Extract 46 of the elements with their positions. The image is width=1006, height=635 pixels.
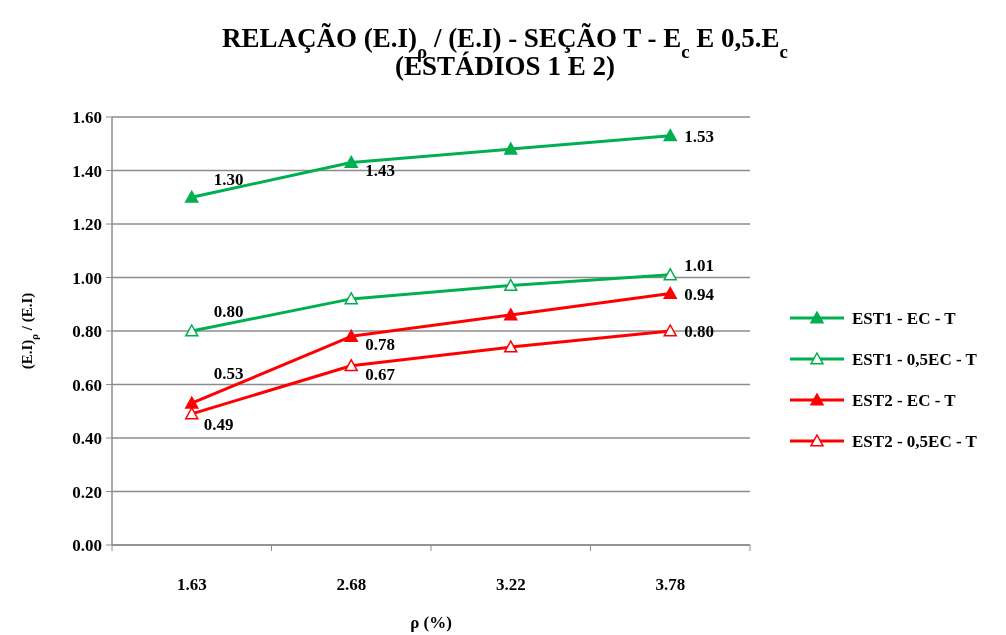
data-label: 0.78 [365,335,395,355]
x-axis-title: ρ (%) [410,613,452,632]
data-label: 1.53 [684,126,714,146]
data-label: 0.80 [684,322,714,341]
y-tick-label: 1.40 [72,161,102,181]
point [344,292,358,305]
point [504,308,518,321]
point [663,128,677,142]
x-tick-label: 3.78 [655,575,686,594]
y-tick-label: 1.60 [72,108,102,127]
point [344,359,358,372]
point [185,190,199,203]
data-label: 1.01 [684,255,714,275]
y-tick-label: 0.80 [72,322,102,341]
point [344,329,358,342]
x-tick-label: 3.22 [495,575,526,594]
y-tick-label: 0.20 [72,482,102,502]
x-tick-label: 2.68 [336,575,367,594]
point [504,340,518,353]
point [185,407,199,420]
data-label: 0.67 [365,364,396,384]
point [185,324,199,337]
legend-label: EST1 - 0,5EC - T [852,350,978,369]
data-label: 1.43 [365,161,395,181]
point [504,142,518,155]
data-label: 1.30 [213,170,244,190]
y-tick-label: 1.00 [72,268,102,288]
point [663,268,677,281]
point [663,286,677,300]
data-label: 0.80 [213,302,244,321]
point [663,324,677,337]
y-tick-label: 1.20 [72,215,102,234]
x-tick-label: 1.63 [176,575,207,594]
point [344,155,358,169]
point [504,278,518,292]
legend-label: EST2 - 0,5EC - T [852,432,978,451]
legend-label: EST2 - EC - T [852,391,957,410]
y-tick-label: 0.40 [72,429,102,448]
legend-label: EST1 - EC - T [852,309,957,328]
data-label: 0.49 [203,414,234,434]
y-tick-label: 0.00 [72,536,102,555]
data-label: 0.53 [213,364,244,384]
chart-title: RELAÇÃO (E.I)$_{ρ}$ / (E.I) - SEÇÃO T - E$_{c}$ E 0,5.E$_{c}$ (ESTÁDIOS 1 E 2) [221,23,789,81]
data-label: 0.94 [684,284,715,304]
point [185,396,199,409]
y-tick-label: 0.60 [72,375,102,395]
